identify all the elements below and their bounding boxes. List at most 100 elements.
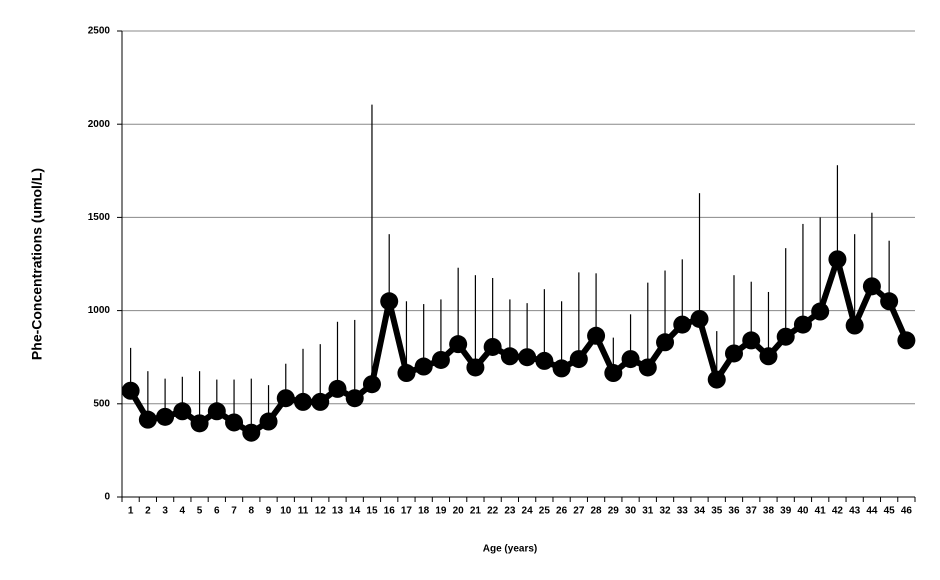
x-tick-label: 8 — [249, 506, 255, 517]
x-tick-label: 2 — [145, 506, 151, 517]
data-point — [362, 375, 381, 394]
y-tick-label: 2000 — [88, 119, 111, 130]
data-point — [345, 389, 364, 408]
x-tick-label: 38 — [763, 506, 775, 517]
x-tick-label: 46 — [901, 506, 913, 517]
x-axis-label: Age (years) — [483, 544, 537, 555]
x-tick-label: 42 — [832, 506, 844, 517]
data-point — [449, 335, 468, 354]
x-tick-label: 15 — [366, 506, 378, 517]
x-tick-label: 28 — [591, 506, 603, 517]
x-tick-label: 1 — [128, 506, 134, 517]
x-tick-label: 14 — [349, 506, 361, 517]
data-point — [793, 315, 812, 334]
data-point — [724, 344, 743, 363]
data-point — [776, 327, 795, 346]
data-point — [880, 292, 899, 311]
y-axis-label: Phe-Concentrations (umol/L) — [29, 168, 45, 360]
data-point — [621, 350, 640, 369]
x-tick-label: 7 — [231, 506, 237, 517]
data-point — [483, 337, 502, 356]
data-point — [173, 402, 192, 421]
data-point — [742, 331, 761, 350]
x-tick-label: 39 — [780, 506, 792, 517]
x-tick-label: 16 — [384, 506, 396, 517]
x-tick-label: 27 — [573, 506, 585, 517]
data-point — [156, 407, 175, 426]
data-line — [128, 256, 910, 436]
data-point — [500, 347, 519, 366]
data-point — [414, 357, 433, 376]
x-tick-label: 33 — [677, 506, 689, 517]
x-tick-label: 9 — [266, 506, 272, 517]
x-tick-label: 31 — [642, 506, 654, 517]
data-point — [397, 364, 416, 383]
x-tick-label: 12 — [315, 506, 327, 517]
data-point — [845, 316, 864, 335]
data-point — [690, 309, 709, 328]
data-point — [225, 413, 244, 432]
x-tick-label: 35 — [711, 506, 723, 517]
x-tick-label: 19 — [435, 506, 447, 517]
x-tick-label: 23 — [504, 506, 516, 517]
x-tick-label: 36 — [728, 506, 740, 517]
x-tick-label: 41 — [815, 506, 827, 517]
x-tick-label: 5 — [197, 506, 203, 517]
x-tick-label: 43 — [849, 506, 861, 517]
data-point — [656, 333, 675, 352]
x-tick-label: 6 — [214, 506, 220, 517]
y-tick-label: 1000 — [88, 305, 111, 316]
y-tick-label: 0 — [104, 492, 110, 503]
x-tick-label: 34 — [694, 506, 706, 517]
x-tick-label: 18 — [418, 506, 430, 517]
data-point — [552, 359, 571, 378]
data-point — [276, 389, 295, 408]
data-point — [328, 379, 347, 398]
data-point — [897, 331, 916, 350]
x-tick-label: 37 — [746, 506, 758, 517]
x-tick-label: 40 — [797, 506, 809, 517]
y-tick-label: 2500 — [88, 26, 111, 37]
data-point — [190, 414, 209, 433]
y-tick-label: 1500 — [88, 212, 111, 223]
x-tick-label: 26 — [556, 506, 568, 517]
x-tick-label: 17 — [401, 506, 413, 517]
x-tick-label: 22 — [487, 506, 499, 517]
x-tick-label: 21 — [470, 506, 482, 517]
x-tick-label: 20 — [453, 506, 465, 517]
data-point — [466, 358, 485, 377]
data-point — [828, 250, 847, 269]
data-point — [587, 326, 606, 345]
x-tick-label: 30 — [625, 506, 637, 517]
data-point — [259, 412, 278, 431]
data-point — [862, 277, 881, 296]
x-tick-label: 25 — [539, 506, 551, 517]
data-point — [294, 392, 313, 411]
data-point — [604, 364, 623, 383]
x-tick-label: 3 — [162, 506, 168, 517]
data-point — [207, 402, 226, 421]
x-tick-label: 32 — [659, 506, 671, 517]
data-point — [121, 381, 140, 400]
data-point — [311, 392, 330, 411]
data-point — [707, 370, 726, 389]
x-tick-label: 11 — [298, 506, 309, 517]
y-tick-label: 500 — [93, 398, 110, 409]
data-point — [242, 423, 261, 442]
data-point — [673, 315, 692, 334]
data-point — [431, 350, 450, 369]
data-point — [811, 302, 830, 321]
data-point — [759, 347, 778, 366]
data-point — [638, 358, 657, 377]
data-point — [569, 350, 588, 369]
data-point — [535, 351, 554, 370]
x-tick-label: 45 — [884, 506, 896, 517]
x-tick-label: 29 — [608, 506, 620, 517]
data-point — [518, 348, 537, 367]
x-tick-label: 13 — [332, 506, 344, 517]
x-tick-label: 44 — [866, 506, 878, 517]
data-point — [138, 410, 157, 429]
x-tick-label: 10 — [280, 506, 292, 517]
x-tick-label: 24 — [522, 506, 534, 517]
data-point — [380, 292, 399, 311]
